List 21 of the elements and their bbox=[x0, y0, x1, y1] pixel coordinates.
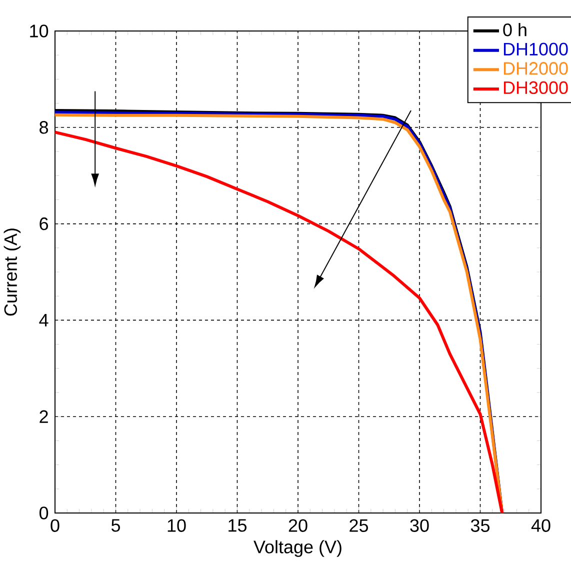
y-tick-label: 4 bbox=[39, 314, 48, 326]
x-tick-label: 20 bbox=[288, 519, 308, 532]
y-tick-label: 6 bbox=[40, 217, 48, 230]
x-tick-label: 10 bbox=[168, 519, 186, 532]
y-tick-label: 2 bbox=[40, 410, 48, 423]
x-tick-label: 35 bbox=[470, 519, 490, 532]
y-tick-label: 8 bbox=[40, 121, 48, 134]
legend-label: DH2000 bbox=[504, 62, 568, 75]
y-tick-label: 10 bbox=[30, 24, 48, 38]
x-axis-title: Voltage (V) bbox=[254, 540, 342, 557]
x-tick-label: 15 bbox=[228, 519, 246, 532]
y-tick-label: 0 bbox=[39, 506, 48, 520]
legend-label: DH1000 bbox=[504, 42, 568, 56]
x-tick-label: 0 bbox=[50, 519, 60, 532]
x-tick-label: 5 bbox=[111, 519, 120, 532]
x-tick-label: 30 bbox=[410, 519, 429, 532]
x-tick-label: 40 bbox=[531, 519, 550, 532]
x-tick-label: 25 bbox=[350, 519, 368, 532]
legend-label: DH3000 bbox=[504, 81, 568, 94]
y-axis-title: Current (A) bbox=[4, 228, 21, 316]
text: 0 h bbox=[503, 23, 526, 36]
